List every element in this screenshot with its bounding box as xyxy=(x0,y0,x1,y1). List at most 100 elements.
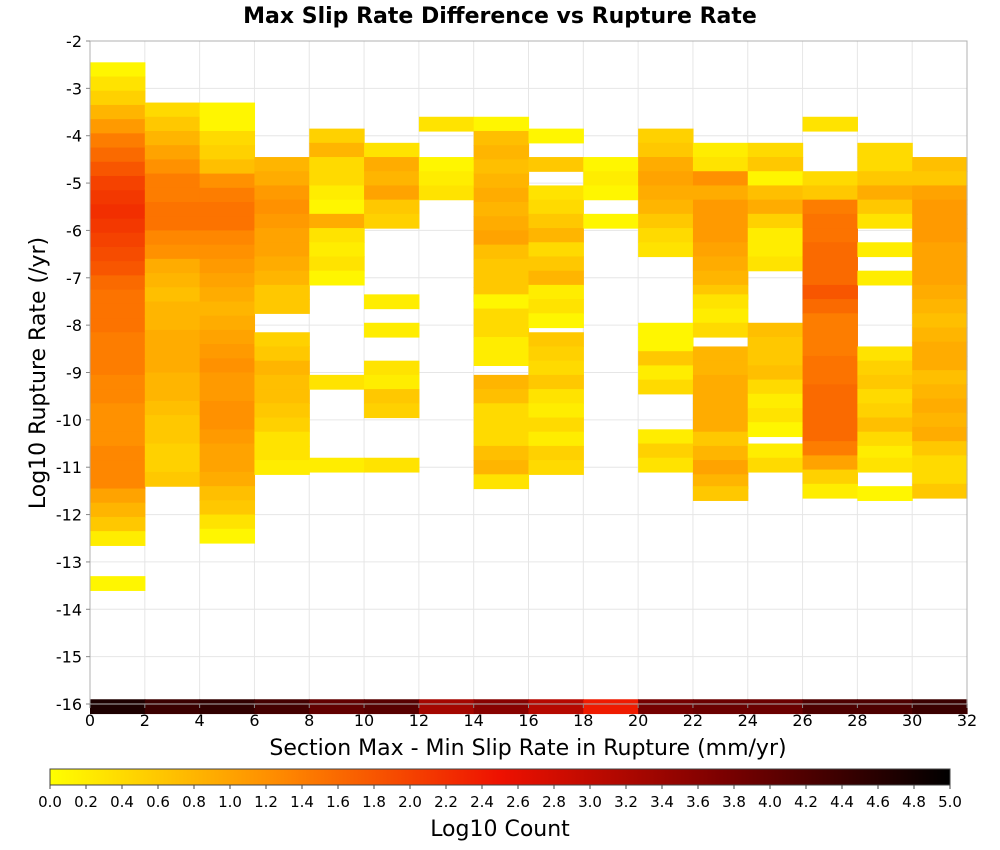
heatmap-cell xyxy=(583,213,639,229)
heatmap-cell xyxy=(692,256,749,272)
heatmap-cell xyxy=(309,199,365,215)
heatmap-cell xyxy=(254,699,310,715)
heatmap-cell xyxy=(583,171,639,187)
heatmap-cell xyxy=(473,445,530,461)
heatmap-cell xyxy=(912,441,968,456)
colorbar: 0.0 0.2 0.4 0.6 0.8 1.0 1.2 1.4 1.6 1.8 2.0 2.2 2.4 2… xyxy=(38,768,962,842)
heatmap-cell xyxy=(528,360,584,376)
heatmap-cell xyxy=(912,426,968,442)
heatmap-cell xyxy=(638,128,694,144)
y-axis-label: Log10 Rupture Rate (/yr) xyxy=(26,237,51,509)
heatmap-cell xyxy=(747,213,804,229)
x-tick-label: 32 xyxy=(957,711,977,730)
heatmap-cell xyxy=(528,242,584,258)
heatmap-cell xyxy=(857,431,913,447)
heatmap-cell xyxy=(912,242,968,258)
heatmap-cell xyxy=(90,417,146,433)
colorbar-tick-label: 3.6 xyxy=(686,793,710,811)
heatmap-cell xyxy=(857,213,913,229)
heatmap-cell xyxy=(90,576,146,591)
heatmap-cell xyxy=(199,187,256,203)
heatmap-cell xyxy=(802,412,858,428)
heatmap-cell xyxy=(692,142,749,158)
heatmap-cell xyxy=(857,403,913,419)
heatmap-cell xyxy=(747,457,804,473)
heatmap-cell xyxy=(364,374,420,390)
heatmap-cell xyxy=(473,244,530,260)
x-tick-label: 4 xyxy=(195,711,205,730)
heatmap-cell xyxy=(747,422,804,438)
heatmap-cell xyxy=(144,429,201,445)
colorbar-tick-label: 3.2 xyxy=(614,793,638,811)
heatmap-cell xyxy=(309,270,365,286)
heatmap-cell xyxy=(199,514,256,530)
heatmap-cell xyxy=(638,322,694,338)
heatmap-cell xyxy=(199,329,256,345)
heatmap-cell xyxy=(692,322,749,338)
x-tick-label: 6 xyxy=(249,711,259,730)
heatmap-cell xyxy=(254,360,310,376)
heatmap-cell xyxy=(199,273,256,288)
heatmap-cell xyxy=(90,374,146,390)
heatmap-cell xyxy=(802,327,858,343)
heatmap-cell xyxy=(528,332,584,348)
heatmap-cell xyxy=(473,159,530,175)
heatmap-cell xyxy=(90,218,146,234)
heatmap-cell xyxy=(692,445,749,461)
x-tick-label: 12 xyxy=(409,711,429,730)
heatmap-cell xyxy=(802,284,858,300)
heatmap-cell xyxy=(309,242,365,258)
y-tick-label: -3 xyxy=(66,79,82,98)
heatmap-cell xyxy=(254,284,310,300)
heatmap-cell xyxy=(692,360,749,376)
heatmap-cell xyxy=(802,313,858,329)
heatmap-cell xyxy=(912,270,968,286)
heatmap-cell xyxy=(747,379,804,395)
heatmap-cell xyxy=(309,128,365,144)
heatmap-cell xyxy=(199,372,256,388)
heatmap-cell xyxy=(857,374,913,390)
heatmap-cell xyxy=(857,270,913,286)
heatmap-cell xyxy=(473,460,530,475)
heatmap-cell xyxy=(638,365,694,381)
heatmap-cell xyxy=(747,228,804,243)
heatmap-cell xyxy=(857,346,913,362)
heatmap-cell xyxy=(364,142,420,158)
heatmap-cell xyxy=(144,699,201,715)
heatmap-cell xyxy=(90,360,146,376)
heatmap-cell xyxy=(692,346,749,362)
heatmap-cell xyxy=(473,230,530,246)
heatmap-cell xyxy=(528,199,584,215)
heatmap-cell xyxy=(583,699,639,715)
heatmap-cell xyxy=(199,344,256,359)
heatmap-cell xyxy=(692,213,749,229)
heatmap-cell xyxy=(90,502,146,518)
colorbar-tick-label: 2.8 xyxy=(542,793,566,811)
heatmap-cell xyxy=(199,102,256,118)
heatmap-cell xyxy=(857,199,913,215)
heatmap-cell xyxy=(802,270,858,286)
heatmap-cell xyxy=(364,360,420,376)
heatmap-cell xyxy=(528,313,584,329)
heatmap-cell xyxy=(747,157,804,172)
heatmap-cell xyxy=(747,256,804,272)
heatmap-cell xyxy=(912,213,968,229)
heatmap-cell xyxy=(802,242,858,258)
heatmap-cell xyxy=(254,417,310,433)
heatmap-cell xyxy=(528,284,584,300)
heatmap-cell xyxy=(528,445,584,461)
heatmap-cell xyxy=(90,175,146,191)
heatmap-cell xyxy=(528,299,584,314)
y-tick-label: -8 xyxy=(66,316,82,335)
heatmap-cell xyxy=(364,389,420,404)
heatmap-cell xyxy=(473,258,530,274)
x-tick-label: 2 xyxy=(140,711,150,730)
heatmap-cell xyxy=(692,389,749,404)
heatmap-cell xyxy=(912,469,968,485)
heatmap-cell xyxy=(144,145,201,160)
heatmap-cell xyxy=(90,161,146,177)
heatmap-cell xyxy=(802,185,858,201)
heatmap-cell xyxy=(638,336,694,352)
heatmap-cell xyxy=(199,429,256,445)
heatmap-cell xyxy=(912,228,968,243)
